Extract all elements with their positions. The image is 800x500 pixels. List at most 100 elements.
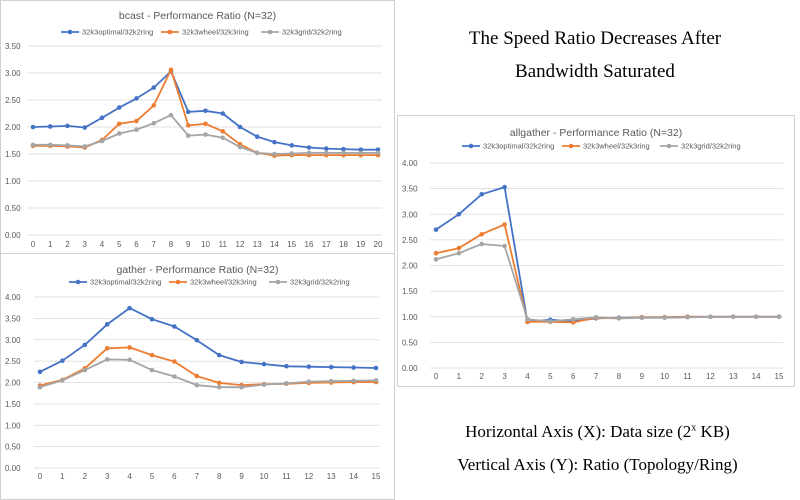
bcast-data-point <box>30 124 36 130</box>
horizontal-axis-note-unit: KB) <box>696 422 730 441</box>
allgather-data-point <box>433 250 439 256</box>
allgather-x-tick-label: 11 <box>683 372 692 381</box>
bcast-x-tick-label: 9 <box>186 240 191 249</box>
allgather-y-tick-label: 3.50 <box>402 185 418 194</box>
gather-x-tick-label: 8 <box>217 472 222 481</box>
gather-y-tick-label: 1.00 <box>5 421 21 430</box>
allgather-data-point <box>639 315 645 321</box>
bcast-data-point <box>116 131 122 136</box>
bcast-x-tick-label: 3 <box>83 240 88 249</box>
bcast-data-point <box>168 67 174 73</box>
bcast-x-tick-label: 8 <box>169 240 174 249</box>
allgather-data-point <box>685 314 690 320</box>
bcast-data-point <box>220 111 226 116</box>
bcast-data-point <box>341 146 346 152</box>
gather-data-point <box>172 374 177 379</box>
allgather-y-tick-label: 3.00 <box>402 210 418 219</box>
allgather-legend-label: 32k3wheel/32k3ring <box>583 142 650 151</box>
bcast-legend-marker <box>67 29 73 35</box>
bcast-data-point <box>341 150 346 156</box>
allgather-data-point <box>776 314 782 320</box>
gather-data-point <box>373 378 379 383</box>
gather-series-line-3 <box>39 358 377 389</box>
allgather-x-tick-label: 3 <box>502 372 507 381</box>
gather-data-point <box>328 364 334 370</box>
allgather-data-point <box>502 243 507 249</box>
allgather-x-tick-label: 13 <box>729 372 738 381</box>
allgather-data-point <box>479 191 485 197</box>
gather-data-point <box>194 337 200 343</box>
gather-chart-svg: gather - Performance Ratio (N=32) 0.00 0.5… <box>5 264 381 481</box>
bcast-x-tick-label: 16 <box>305 240 314 249</box>
gather-legend-label: 32k3wheel/32k3ring <box>190 278 257 287</box>
bcast-x-tick-label: 4 <box>100 240 105 249</box>
gather-data-point <box>239 384 244 390</box>
gather-data-point <box>172 359 177 364</box>
gather-data-point <box>82 342 88 348</box>
gather-data-point <box>351 365 356 370</box>
allgather-chart-title: allgather - Performance Ratio (N=32) <box>510 127 682 139</box>
gather-series-line-1 <box>39 307 377 373</box>
gather-x-tick-label: 4 <box>127 472 132 481</box>
bcast-x-tick-label: 2 <box>65 240 70 249</box>
bcast-data-point <box>47 124 53 129</box>
bcast-chart-title: bcast - Performance Ratio (N=32) <box>119 10 276 22</box>
bcast-chart-svg: bcast - Performance Ratio (N=32) 0.00 0.50… <box>5 10 383 249</box>
bcast-data-point <box>47 142 53 148</box>
bcast-data-point <box>289 151 295 156</box>
bcast-data-point <box>203 121 208 127</box>
allgather-data-point <box>479 241 485 247</box>
bcast-legend-marker <box>267 29 273 35</box>
bcast-data-point <box>134 96 139 101</box>
bcast-data-point <box>185 123 191 128</box>
allgather-data-point <box>616 315 622 321</box>
allgather-y-tick-label: 0.50 <box>402 338 418 347</box>
gather-data-point <box>216 384 222 390</box>
gather-data-point <box>149 367 155 373</box>
bcast-data-point <box>185 133 191 138</box>
allgather-x-tick-label: 7 <box>594 372 599 381</box>
bcast-chart: bcast - Performance Ratio (N=32) 0.00 0.50… <box>0 0 395 258</box>
bcast-data-point <box>220 129 226 134</box>
gather-series-line-2 <box>39 346 376 387</box>
gather-data-point <box>37 369 43 375</box>
gather-y-tick-label: 3.50 <box>5 314 21 323</box>
gather-data-point <box>104 357 110 362</box>
allgather-legend-label: 32k3grid/32k2ring <box>681 142 741 151</box>
bcast-x-tick-label: 12 <box>236 240 245 249</box>
bcast-legend-label: 32k3optimal/32k2ring <box>82 28 153 37</box>
bcast-data-point <box>65 123 70 129</box>
gather-chart: gather - Performance Ratio (N=32) 0.00 0.5… <box>0 253 395 500</box>
allgather-data-point <box>593 314 599 320</box>
gather-data-point <box>127 357 132 363</box>
bcast-x-tick-label: 13 <box>253 240 262 249</box>
gather-x-tick-label: 0 <box>38 472 43 481</box>
gather-x-tick-label: 6 <box>172 472 177 481</box>
gather-data-point <box>284 363 289 369</box>
gather-x-tick-label: 3 <box>105 472 110 481</box>
gather-y-tick-label: 0.00 <box>5 464 21 473</box>
allgather-legend-marker <box>468 143 474 149</box>
vertical-axis-note-text: Vertical Axis (Y): Ratio (Topology/Ring) <box>457 455 738 474</box>
bcast-data-point <box>358 147 364 152</box>
allgather-y-tick-label: 2.00 <box>402 262 418 271</box>
allgather-chart: allgather - Performance Ratio (N=32) 0.00… <box>397 115 795 387</box>
bcast-x-tick-label: 17 <box>322 240 331 249</box>
allgather-data-point <box>730 314 736 320</box>
horizontal-axis-note: Horizontal Axis (X): Data size (2x KB) <box>400 422 795 442</box>
gather-data-point <box>82 367 88 373</box>
gather-legend-marker <box>175 279 181 285</box>
bcast-data-point <box>82 144 88 149</box>
allgather-data-point <box>753 314 759 320</box>
bcast-data-point <box>116 105 122 110</box>
bcast-y-tick-label: 0.00 <box>5 231 21 240</box>
allgather-data-point <box>708 314 713 320</box>
gather-chart-title: gather - Performance Ratio (N=32) <box>117 264 279 276</box>
gather-x-tick-label: 11 <box>282 472 291 481</box>
gather-x-tick-label: 14 <box>349 472 358 481</box>
bcast-x-tick-label: 18 <box>339 240 348 249</box>
bcast-data-point <box>289 143 295 148</box>
gather-y-tick-label: 2.00 <box>5 379 21 388</box>
gather-data-point <box>149 316 155 322</box>
bcast-y-tick-label: 1.00 <box>5 177 21 186</box>
